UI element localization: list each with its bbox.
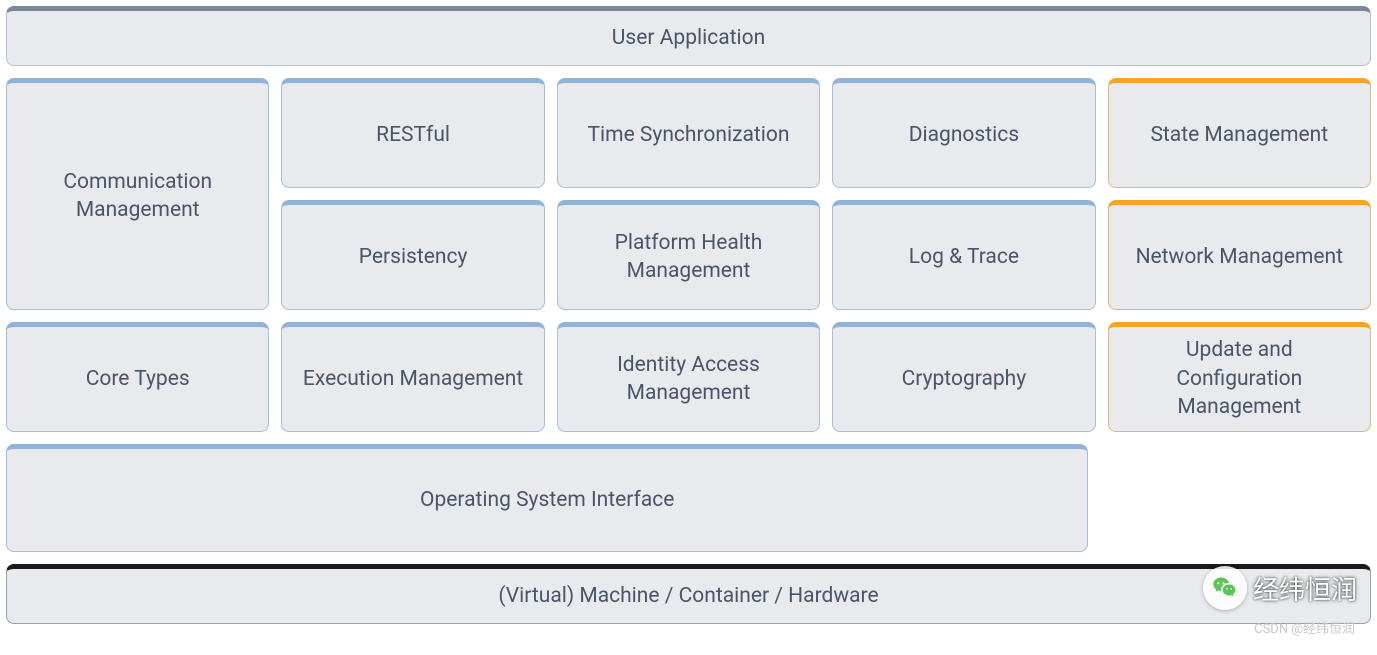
block-label: User Application (612, 24, 765, 52)
block-time-sync: Time Synchronization (557, 78, 820, 188)
block-restful: RESTful (281, 78, 544, 188)
block-exec-mgmt: Execution Management (281, 322, 544, 432)
block-core-types: Core Types (6, 322, 269, 432)
block-net-mgmt: Network Management (1108, 200, 1371, 310)
block-label: Execution Management (303, 365, 523, 393)
block-label: Cryptography (902, 365, 1027, 393)
block-label: Communication Management (21, 168, 254, 225)
block-iam: Identity Access Management (557, 322, 820, 432)
block-label: Log & Trace (909, 243, 1019, 271)
block-label: Time Synchronization (588, 121, 790, 149)
block-label: State Management (1150, 121, 1328, 149)
block-state-mgmt: State Management (1108, 78, 1371, 188)
block-crypto: Cryptography (832, 322, 1095, 432)
block-label: Network Management (1136, 243, 1343, 271)
block-label: Diagnostics (909, 121, 1019, 149)
block-label: (Virtual) Machine / Container / Hardware (498, 582, 878, 610)
module-grid: Communication Management RESTful Time Sync… (6, 78, 1371, 432)
block-label: Persistency (359, 243, 468, 271)
block-label: Operating System Interface (420, 486, 674, 514)
block-log-trace: Log & Trace (832, 200, 1095, 310)
block-persistency: Persistency (281, 200, 544, 310)
block-ucm: Update and Configuration Management (1108, 322, 1371, 432)
block-label: Platform Health Management (572, 229, 805, 286)
block-label: Identity Access Management (572, 351, 805, 408)
os-row: Operating System Interface (6, 444, 1371, 552)
block-diagnostics: Diagnostics (832, 78, 1095, 188)
block-os-interface: Operating System Interface (6, 444, 1088, 552)
block-label: RESTful (376, 121, 450, 149)
block-label: Core Types (86, 365, 190, 393)
block-phm: Platform Health Management (557, 200, 820, 310)
block-hardware: (Virtual) Machine / Container / Hardware (6, 564, 1371, 624)
block-comm-mgmt: Communication Management (6, 78, 269, 310)
block-label: Update and Configuration Management (1123, 336, 1356, 421)
architecture-diagram: User Application Communication Managemen… (6, 6, 1371, 624)
block-user-application: User Application (6, 6, 1371, 66)
os-row-spacer (1100, 444, 1371, 552)
